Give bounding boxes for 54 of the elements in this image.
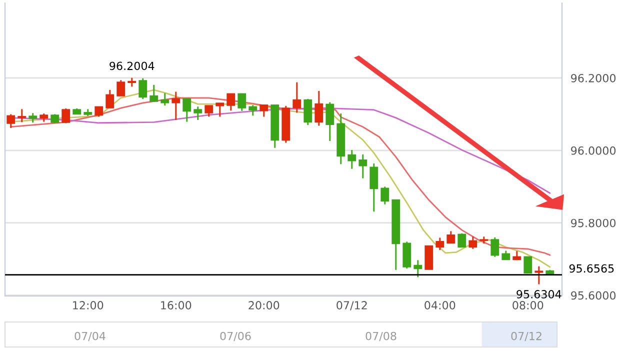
candlestick xyxy=(402,240,412,270)
x-tick-label: 04:00 xyxy=(424,301,456,310)
candlestick xyxy=(534,266,544,285)
candlestick xyxy=(160,92,170,106)
candlestick xyxy=(18,108,26,123)
x-tick-label: 12:00 xyxy=(73,301,104,310)
candlestick xyxy=(414,259,422,278)
candlestick xyxy=(62,108,70,124)
candlestick xyxy=(424,245,434,270)
candlestick xyxy=(172,91,180,121)
candlestick xyxy=(238,93,246,112)
candlestick xyxy=(150,84,158,102)
text: 07/06 xyxy=(220,332,251,342)
candlestick xyxy=(314,90,324,126)
text: 07/08 xyxy=(366,332,396,342)
candlestick xyxy=(248,104,258,116)
candlestick xyxy=(116,79,126,96)
candlestick xyxy=(204,104,214,118)
candlestick xyxy=(226,93,236,112)
candlestick xyxy=(524,256,532,274)
candlestick xyxy=(490,236,500,258)
candlestick xyxy=(138,78,148,100)
candlestick xyxy=(6,113,16,129)
candlestick xyxy=(216,102,224,118)
y-tick-label: 95.8000 xyxy=(571,218,616,228)
text: 07/04 xyxy=(74,332,106,342)
candlestick xyxy=(28,112,38,124)
candlestick xyxy=(348,149,356,170)
ref-line-label: 95.6565 xyxy=(569,264,614,273)
candlestick xyxy=(358,154,368,179)
candlestick xyxy=(292,82,302,114)
candlestick xyxy=(182,98,192,122)
candlestick xyxy=(446,230,456,244)
candlestick xyxy=(260,104,268,118)
candlestick xyxy=(106,89,114,108)
y-tick-label: 96.0000 xyxy=(571,146,616,155)
x-tick-label: 20:00 xyxy=(248,301,280,310)
candlestick xyxy=(326,102,334,142)
candlestick xyxy=(436,236,444,251)
y-tick-label: 96.2000 xyxy=(571,74,616,82)
candlestick xyxy=(194,106,202,121)
y-tick-label: 95.6000 xyxy=(571,291,616,300)
text: 07/12 xyxy=(511,332,542,342)
candlestick xyxy=(94,106,104,118)
candlestick xyxy=(468,236,478,250)
x-tick-label: 08:00 xyxy=(512,301,544,310)
candlestick xyxy=(304,98,312,126)
annotation: 96.2004 xyxy=(110,62,154,70)
candlestick xyxy=(370,162,378,212)
annotation: 95.6304 xyxy=(516,290,562,298)
candlestick xyxy=(380,186,390,206)
x-tick-label: 16:00 xyxy=(161,301,192,310)
candlestick xyxy=(458,232,466,248)
x-tick-label: 07/12 xyxy=(336,301,367,310)
